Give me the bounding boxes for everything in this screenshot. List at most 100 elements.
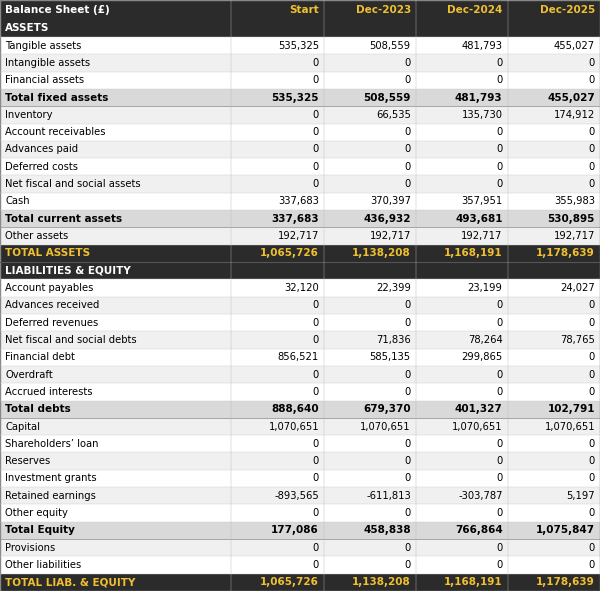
Text: 0: 0 <box>589 369 595 379</box>
Bar <box>0 297 600 314</box>
Text: 0: 0 <box>313 162 319 172</box>
Text: 0: 0 <box>496 300 503 310</box>
Text: 0: 0 <box>496 317 503 327</box>
Bar <box>0 124 600 141</box>
Text: Other equity: Other equity <box>5 508 68 518</box>
Bar <box>0 0 600 20</box>
Text: Dec-2023: Dec-2023 <box>356 5 411 15</box>
Text: 0: 0 <box>404 473 411 483</box>
Text: 856,521: 856,521 <box>278 352 319 362</box>
Bar <box>0 401 600 418</box>
Bar <box>0 314 600 332</box>
Text: 0: 0 <box>589 300 595 310</box>
Text: 1,168,191: 1,168,191 <box>444 577 503 587</box>
Text: -611,813: -611,813 <box>366 491 411 501</box>
Text: Overdraft: Overdraft <box>5 369 53 379</box>
Text: 357,951: 357,951 <box>461 196 503 206</box>
Text: 679,370: 679,370 <box>363 404 411 414</box>
Text: 0: 0 <box>404 162 411 172</box>
Text: 0: 0 <box>404 75 411 85</box>
Text: Other liabilities: Other liabilities <box>5 560 81 570</box>
Text: 192,717: 192,717 <box>461 231 503 241</box>
Bar <box>0 505 600 522</box>
Text: Deferred revenues: Deferred revenues <box>5 317 98 327</box>
Text: Dec-2024: Dec-2024 <box>447 5 503 15</box>
Text: 32,120: 32,120 <box>284 283 319 293</box>
Text: 1,178,639: 1,178,639 <box>536 248 595 258</box>
Text: 0: 0 <box>404 58 411 68</box>
Text: 585,135: 585,135 <box>370 352 411 362</box>
Text: 71,836: 71,836 <box>376 335 411 345</box>
Text: 0: 0 <box>589 508 595 518</box>
Text: 1,065,726: 1,065,726 <box>260 248 319 258</box>
Text: 1,070,651: 1,070,651 <box>544 421 595 431</box>
Text: 458,838: 458,838 <box>363 525 411 535</box>
Text: Net fiscal and social debts: Net fiscal and social debts <box>5 335 137 345</box>
Text: 0: 0 <box>313 179 319 189</box>
Bar <box>0 106 600 124</box>
Text: Capital: Capital <box>5 421 40 431</box>
Text: 0: 0 <box>496 543 503 553</box>
Text: 1,070,651: 1,070,651 <box>360 421 411 431</box>
Text: 0: 0 <box>313 300 319 310</box>
Text: 0: 0 <box>589 473 595 483</box>
Text: 0: 0 <box>313 335 319 345</box>
Text: 135,730: 135,730 <box>461 110 503 120</box>
Text: Other assets: Other assets <box>5 231 68 241</box>
Text: 766,864: 766,864 <box>455 525 503 535</box>
Bar <box>0 158 600 176</box>
Text: 888,640: 888,640 <box>271 404 319 414</box>
Text: Total current assets: Total current assets <box>5 214 122 224</box>
Text: 0: 0 <box>496 387 503 397</box>
Text: 0: 0 <box>313 144 319 154</box>
Text: 174,912: 174,912 <box>554 110 595 120</box>
Text: 0: 0 <box>313 543 319 553</box>
Bar <box>0 366 600 383</box>
Text: Cash: Cash <box>5 196 29 206</box>
Text: 0: 0 <box>404 179 411 189</box>
Text: 0: 0 <box>496 58 503 68</box>
Text: 0: 0 <box>404 456 411 466</box>
Bar <box>0 54 600 72</box>
Text: 0: 0 <box>496 508 503 518</box>
Bar <box>0 193 600 210</box>
Bar <box>0 210 600 228</box>
Text: Financial debt: Financial debt <box>5 352 75 362</box>
Bar <box>0 245 600 262</box>
Text: 0: 0 <box>496 560 503 570</box>
Text: 508,559: 508,559 <box>370 41 411 51</box>
Text: 299,865: 299,865 <box>461 352 503 362</box>
Text: Accrued interests: Accrued interests <box>5 387 92 397</box>
Text: Total Equity: Total Equity <box>5 525 75 535</box>
Bar <box>0 522 600 539</box>
Text: 0: 0 <box>313 560 319 570</box>
Text: Retained earnings: Retained earnings <box>5 491 96 501</box>
Text: 481,793: 481,793 <box>461 41 503 51</box>
Text: Start: Start <box>289 5 319 15</box>
Text: 0: 0 <box>589 352 595 362</box>
Text: 0: 0 <box>313 127 319 137</box>
Text: Total fixed assets: Total fixed assets <box>5 93 109 102</box>
Text: 0: 0 <box>313 317 319 327</box>
Text: 1,065,726: 1,065,726 <box>260 577 319 587</box>
Text: 455,027: 455,027 <box>554 41 595 51</box>
Text: 0: 0 <box>496 473 503 483</box>
Text: 192,717: 192,717 <box>278 231 319 241</box>
Text: 493,681: 493,681 <box>455 214 503 224</box>
Text: 535,325: 535,325 <box>271 93 319 102</box>
Bar <box>0 556 600 574</box>
Text: 0: 0 <box>404 508 411 518</box>
Text: 0: 0 <box>313 473 319 483</box>
Text: 0: 0 <box>589 127 595 137</box>
Text: 481,793: 481,793 <box>455 93 503 102</box>
Text: Financial assets: Financial assets <box>5 75 84 85</box>
Bar <box>0 72 600 89</box>
Text: 102,791: 102,791 <box>548 404 595 414</box>
Text: 0: 0 <box>404 127 411 137</box>
Text: Inventory: Inventory <box>5 110 53 120</box>
Text: 0: 0 <box>589 560 595 570</box>
Text: 192,717: 192,717 <box>554 231 595 241</box>
Text: 0: 0 <box>496 456 503 466</box>
Text: Provisions: Provisions <box>5 543 55 553</box>
Text: 0: 0 <box>496 127 503 137</box>
